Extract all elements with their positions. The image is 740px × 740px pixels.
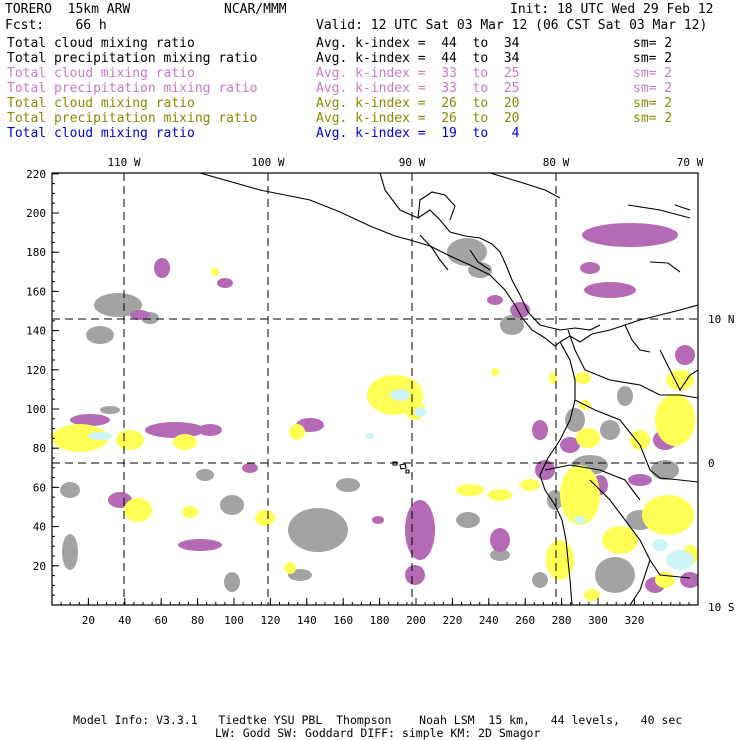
legend-kindex-label: Avg. k-index = 26 to 20 xyxy=(316,111,520,126)
x-tick-label: 100 xyxy=(224,614,244,627)
y-tick-label: 20 xyxy=(33,560,46,573)
legend-smoothing-label: sm= 2 xyxy=(633,96,673,111)
latitude-label: 10 S xyxy=(708,601,735,614)
x-tick-label: 40 xyxy=(118,614,131,627)
legend-kindex-label: Avg. k-index = 26 to 20 xyxy=(316,96,520,111)
coastlines xyxy=(199,173,698,605)
y-tick-label: 140 xyxy=(26,325,46,338)
x-tick-label: 220 xyxy=(442,614,462,627)
legend-field-label: Total cloud mixing ratio xyxy=(7,126,195,141)
y-tick-label: 80 xyxy=(33,442,46,455)
longitude-label: 100 W xyxy=(251,156,284,169)
x-tick-label: 300 xyxy=(588,614,608,627)
x-tick-label: 60 xyxy=(155,614,168,627)
x-tick-label: 180 xyxy=(370,614,390,627)
y-tick-label: 120 xyxy=(26,364,46,377)
longitude-label: 90 W xyxy=(399,156,426,169)
physics-info-line: LW: Godd SW: Goddard DIFF: simple KM: 2D… xyxy=(215,726,541,740)
model-title: TORERO 15km ARW xyxy=(5,2,131,17)
legend-field-label: Total cloud mixing ratio xyxy=(7,96,195,111)
lat-lon-gridlines xyxy=(52,173,698,605)
legend-smoothing-label: sm= 2 xyxy=(633,111,673,126)
y-tick-label: 100 xyxy=(26,403,46,416)
longitude-label: 110 W xyxy=(107,156,140,169)
y-tick-label: 60 xyxy=(33,481,46,494)
gray-cloud-field xyxy=(60,238,679,593)
init-time: Init: 18 UTC Wed 29 Feb 12 xyxy=(510,2,714,17)
legend-field-label: Total cloud mixing ratio xyxy=(7,36,195,51)
x-tick-label: 200 xyxy=(406,614,426,627)
legend-field-label: Total precipitation mixing ratio xyxy=(7,111,258,126)
x-tick-label: 260 xyxy=(515,614,535,627)
legend-smoothing-label: sm= 2 xyxy=(633,81,673,96)
latitude-label: 10 N xyxy=(708,313,735,326)
x-tick-label: 20 xyxy=(82,614,95,627)
y-tick-label: 40 xyxy=(33,521,46,534)
field-layer xyxy=(52,173,698,605)
y-tick-label: 220 xyxy=(26,168,46,181)
x-tick-label: 140 xyxy=(297,614,317,627)
legend-kindex-label: Avg. k-index = 33 to 25 xyxy=(316,66,520,81)
y-tick-label: 180 xyxy=(26,246,46,259)
legend-field-label: Total precipitation mixing ratio xyxy=(7,81,258,96)
legend-field-label: Total precipitation mixing ratio xyxy=(7,51,258,66)
legend-kindex-label: Avg. k-index = 19 to 4 xyxy=(316,126,520,141)
legend-smoothing-label: sm= 2 xyxy=(633,36,673,51)
x-tick-label: 160 xyxy=(333,614,353,627)
model-info-line: Model Info: V3.3.1 Tiedtke YSU PBL Thomp… xyxy=(73,713,683,727)
y-tick-label: 160 xyxy=(26,285,46,298)
y-tick-label: 200 xyxy=(26,207,46,220)
legend-kindex-label: Avg. k-index = 33 to 25 xyxy=(316,81,520,96)
legend-field-label: Total cloud mixing ratio xyxy=(7,66,195,81)
longitude-label: 80 W xyxy=(543,156,570,169)
legend-kindex-label: Avg. k-index = 44 to 34 xyxy=(316,36,520,51)
x-tick-label: 240 xyxy=(479,614,499,627)
axes: 20 40 60 80 100 120 140 160 180 200 220 240 260 280 30… xyxy=(26,156,734,627)
legend-smoothing-label: sm= 2 xyxy=(633,66,673,81)
organization-label: NCAR/MMM xyxy=(224,2,287,17)
cyan-cloud-field xyxy=(88,389,694,570)
x-tick-label: 280 xyxy=(552,614,572,627)
valid-time: Valid: 12 UTC Sat 03 Mar 12 (06 CST Sat … xyxy=(316,18,708,33)
x-tick-label: 120 xyxy=(260,614,280,627)
legend-kindex-label: Avg. k-index = 44 to 34 xyxy=(316,51,520,66)
legend-smoothing-label: sm= 2 xyxy=(633,51,673,66)
forecast-hour: Fcst: 66 h xyxy=(5,18,107,33)
latitude-label: 0 xyxy=(708,457,715,470)
x-tick-label: 80 xyxy=(191,614,204,627)
x-tick-label: 320 xyxy=(624,614,644,627)
longitude-label: 70 W xyxy=(677,156,704,169)
